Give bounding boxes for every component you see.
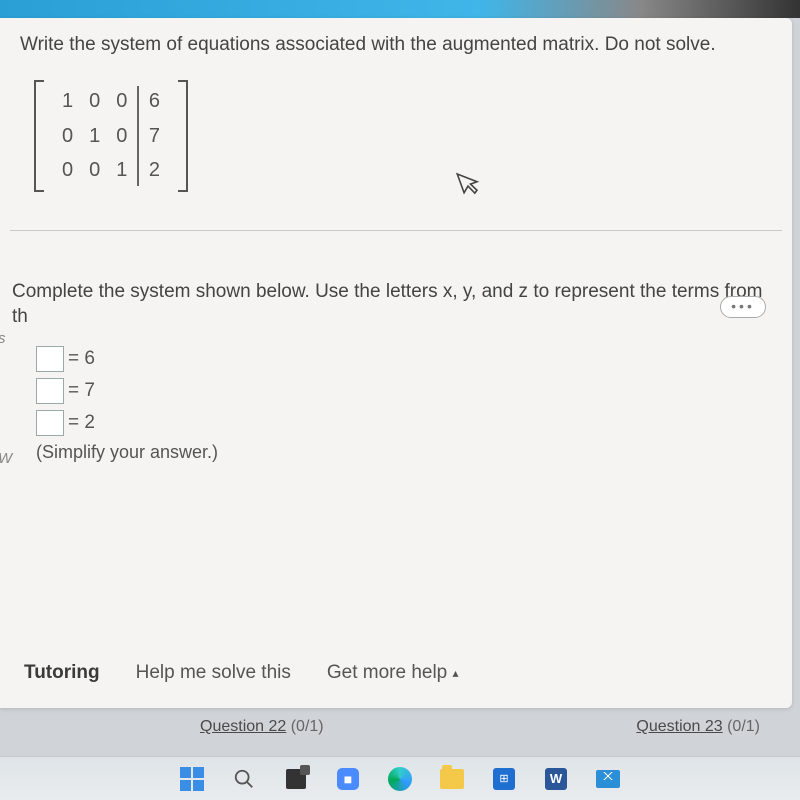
store-icon: ⊞	[493, 768, 515, 790]
edge-browser-button[interactable]	[387, 766, 413, 792]
equation-system: = 6 = 7 = 2	[36, 346, 792, 436]
windows-logo-icon	[180, 767, 204, 791]
matrix-cell: 6	[149, 85, 160, 117]
windows-taskbar: ■ ⊞ W	[0, 756, 800, 800]
matrix-cell: 1	[116, 154, 127, 186]
matrix-right-bracket	[174, 80, 188, 192]
matrix-cell: 0	[62, 154, 73, 186]
answer-input-1[interactable]	[36, 346, 64, 372]
question-22-link[interactable]: Question 22 (0/1)	[200, 718, 324, 736]
question-23-link[interactable]: Question 23 (0/1)	[636, 718, 760, 736]
matrix-col-3: 0 0 1	[108, 84, 135, 188]
equation-row: = 2	[36, 410, 792, 436]
footer-actions: Tutoring Help me solve this Get more hel…	[24, 662, 459, 684]
matrix-cell: 2	[149, 154, 160, 186]
question-nav-strip: Question 22 (0/1) Question 23 (0/1)	[0, 708, 800, 736]
get-more-help-label: Get more help	[327, 662, 447, 683]
question-23-label: Question 23	[636, 718, 722, 735]
question-22-score: (0/1)	[286, 718, 323, 735]
matrix-body: 1 0 0 0 1 0 0 0 1 6 7 2	[48, 80, 174, 192]
augment-divider	[137, 86, 139, 186]
ms-store-button[interactable]: ⊞	[491, 766, 517, 792]
mail-icon	[596, 770, 620, 788]
word-app-button[interactable]: W	[543, 766, 569, 792]
help-me-solve-link[interactable]: Help me solve this	[136, 662, 291, 684]
matrix-col-2: 0 1 0	[81, 84, 108, 188]
matrix-cell: 0	[89, 154, 100, 186]
section-divider	[10, 230, 782, 231]
more-options-button[interactable]: •••	[720, 296, 766, 318]
question-22-label: Question 22	[200, 718, 286, 735]
matrix-col-1: 1 0 0	[54, 84, 81, 188]
get-more-help-link[interactable]: Get more help ▴	[327, 662, 459, 684]
zoom-icon: ■	[337, 768, 359, 790]
tutoring-link[interactable]: Tutoring	[24, 662, 100, 684]
mail-app-button[interactable]	[595, 766, 621, 792]
augmented-matrix: 1 0 0 0 1 0 0 0 1 6 7 2	[34, 80, 188, 192]
answer-input-3[interactable]	[36, 410, 64, 436]
matrix-cell: 0	[116, 85, 127, 117]
equation-rhs: = 2	[68, 412, 95, 434]
file-explorer-button[interactable]	[439, 766, 465, 792]
side-letter-s: s	[0, 330, 6, 347]
matrix-cell: 0	[116, 120, 127, 152]
search-icon	[233, 768, 255, 790]
sub-prompt: Complete the system shown below. Use the…	[0, 239, 792, 346]
side-letter-w: W	[0, 450, 12, 467]
word-icon: W	[545, 768, 567, 790]
task-view-button[interactable]	[283, 766, 309, 792]
answer-input-2[interactable]	[36, 378, 64, 404]
matrix-cell: 0	[62, 120, 73, 152]
task-view-icon	[286, 769, 306, 789]
zoom-app-button[interactable]: ■	[335, 766, 361, 792]
question-panel: Write the system of equations associated…	[0, 18, 792, 708]
equation-row: = 6	[36, 346, 792, 372]
matrix-aug-col: 6 7 2	[141, 84, 168, 188]
equation-rhs: = 6	[68, 348, 95, 370]
simplify-note: (Simplify your answer.)	[36, 442, 792, 463]
matrix-cell: 0	[89, 85, 100, 117]
mouse-cursor-icon	[455, 165, 488, 205]
browser-topbar	[0, 0, 800, 18]
matrix-cell: 7	[149, 120, 160, 152]
question-prompt: Write the system of equations associated…	[0, 32, 792, 72]
matrix-cell: 1	[89, 120, 100, 152]
matrix-cell: 1	[62, 85, 73, 117]
taskbar-search-button[interactable]	[231, 766, 257, 792]
equation-rhs: = 7	[68, 380, 95, 402]
question-23-score: (0/1)	[723, 718, 760, 735]
caret-up-icon: ▴	[453, 666, 459, 680]
start-button[interactable]	[179, 766, 205, 792]
edge-icon	[388, 767, 412, 791]
matrix-left-bracket	[34, 80, 48, 192]
folder-icon	[440, 769, 464, 789]
equation-row: = 7	[36, 378, 792, 404]
